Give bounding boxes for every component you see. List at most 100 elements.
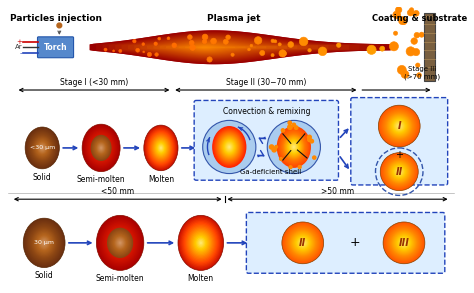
Circle shape [281, 129, 284, 132]
Ellipse shape [227, 144, 232, 150]
Text: III: III [399, 238, 410, 248]
Ellipse shape [34, 231, 55, 255]
Circle shape [288, 121, 292, 125]
Circle shape [289, 166, 292, 169]
Ellipse shape [102, 222, 138, 264]
Ellipse shape [100, 147, 102, 149]
Circle shape [308, 135, 311, 139]
Ellipse shape [93, 137, 109, 159]
Ellipse shape [278, 128, 309, 166]
Ellipse shape [96, 142, 106, 154]
Ellipse shape [155, 140, 167, 156]
Ellipse shape [223, 140, 235, 154]
Ellipse shape [98, 144, 104, 152]
Text: Molten: Molten [188, 274, 214, 283]
Circle shape [393, 31, 398, 35]
Ellipse shape [94, 139, 108, 156]
Ellipse shape [111, 233, 128, 253]
Circle shape [278, 43, 281, 46]
Ellipse shape [107, 228, 133, 258]
Polygon shape [179, 44, 246, 51]
Ellipse shape [384, 111, 414, 141]
Circle shape [231, 53, 234, 56]
Ellipse shape [284, 224, 322, 262]
Ellipse shape [100, 146, 102, 149]
Ellipse shape [193, 233, 209, 253]
Ellipse shape [113, 234, 128, 251]
Ellipse shape [284, 135, 303, 159]
Ellipse shape [98, 217, 143, 269]
Ellipse shape [28, 224, 60, 261]
Ellipse shape [99, 145, 103, 151]
Ellipse shape [83, 125, 119, 171]
Ellipse shape [301, 241, 305, 245]
Text: <30 μm: <30 μm [29, 145, 55, 150]
Circle shape [310, 139, 313, 143]
Ellipse shape [388, 160, 410, 183]
Circle shape [318, 47, 327, 56]
Polygon shape [90, 30, 391, 64]
Circle shape [57, 23, 62, 28]
Circle shape [255, 37, 262, 44]
Ellipse shape [182, 221, 219, 265]
Ellipse shape [149, 132, 173, 164]
Circle shape [271, 54, 274, 57]
Ellipse shape [396, 123, 402, 129]
Ellipse shape [110, 232, 130, 254]
Ellipse shape [116, 238, 124, 248]
Ellipse shape [396, 169, 402, 175]
Ellipse shape [292, 145, 296, 149]
Ellipse shape [399, 238, 409, 248]
Ellipse shape [86, 129, 116, 167]
Text: II: II [396, 167, 403, 177]
Polygon shape [147, 39, 297, 56]
Ellipse shape [213, 127, 246, 167]
Ellipse shape [212, 126, 246, 168]
Circle shape [399, 17, 407, 25]
Ellipse shape [108, 229, 132, 257]
Ellipse shape [398, 125, 401, 127]
Ellipse shape [291, 144, 296, 150]
Ellipse shape [290, 230, 315, 255]
Text: Ar: Ar [15, 44, 22, 50]
Ellipse shape [390, 117, 409, 136]
Ellipse shape [296, 236, 309, 249]
Ellipse shape [152, 137, 170, 159]
Ellipse shape [397, 170, 401, 174]
Polygon shape [141, 38, 308, 57]
Ellipse shape [91, 135, 111, 161]
Circle shape [411, 38, 418, 44]
Ellipse shape [118, 240, 123, 246]
Ellipse shape [119, 241, 121, 244]
Ellipse shape [145, 126, 177, 170]
Ellipse shape [391, 118, 408, 134]
Ellipse shape [183, 222, 218, 264]
Ellipse shape [30, 133, 54, 163]
Ellipse shape [154, 139, 168, 157]
Ellipse shape [385, 157, 413, 186]
Ellipse shape [188, 228, 213, 258]
Ellipse shape [99, 145, 104, 151]
Ellipse shape [150, 133, 172, 163]
Ellipse shape [286, 226, 319, 260]
Ellipse shape [293, 234, 312, 252]
Circle shape [207, 57, 212, 62]
Ellipse shape [393, 232, 414, 253]
Text: Coating & substrate: Coating & substrate [372, 14, 467, 23]
Circle shape [337, 43, 341, 47]
Ellipse shape [95, 141, 107, 155]
Text: <50 mm: <50 mm [101, 187, 134, 196]
Circle shape [412, 48, 420, 56]
Ellipse shape [98, 144, 104, 151]
Ellipse shape [116, 238, 125, 248]
Circle shape [167, 37, 170, 40]
Ellipse shape [87, 130, 115, 166]
Text: I: I [397, 121, 401, 131]
Ellipse shape [279, 129, 309, 165]
Ellipse shape [281, 131, 307, 163]
Circle shape [260, 50, 265, 56]
Ellipse shape [114, 236, 126, 250]
Ellipse shape [157, 143, 164, 153]
Ellipse shape [92, 137, 110, 159]
Ellipse shape [394, 234, 413, 252]
